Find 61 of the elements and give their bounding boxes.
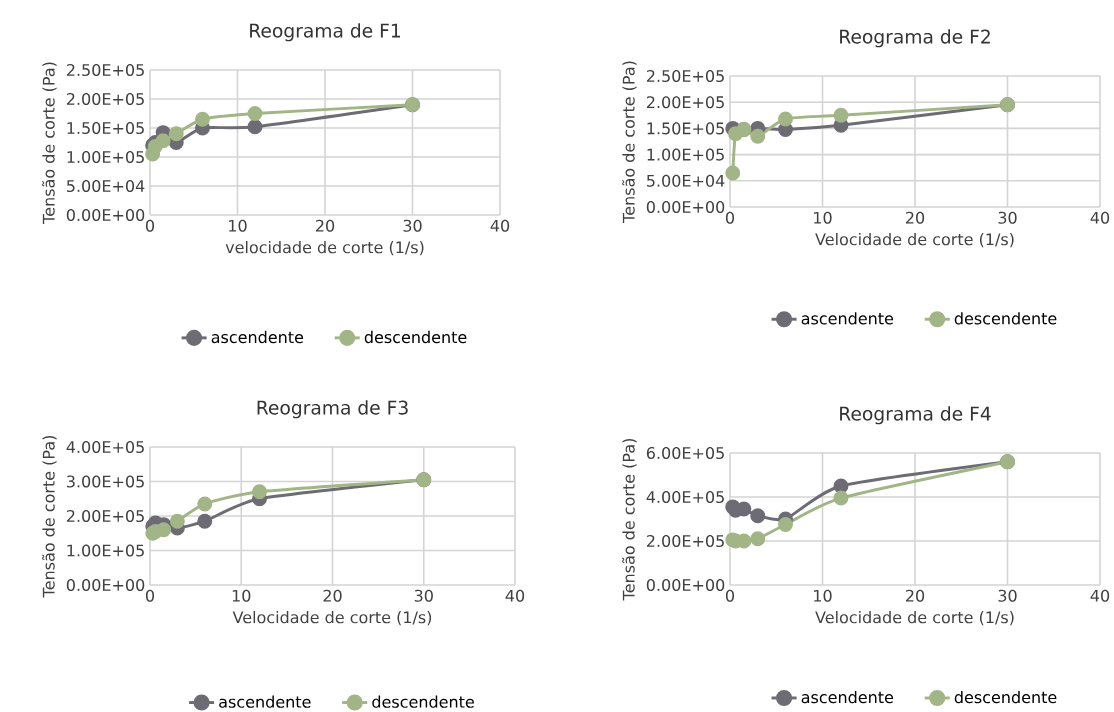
chart-title: Reograma de F1 <box>250 23 400 42</box>
x-tick-label: 20 <box>905 211 925 224</box>
x-axis-title: Velocidade de corte (1/s) <box>815 232 1014 248</box>
y-tick-label: 1.00E+05 <box>67 544 144 557</box>
y-tick-label: 1.00E+05 <box>647 148 724 161</box>
y-axis-title: Tensão de corte (Pa) <box>622 438 637 601</box>
y-tick-label: 0.00E+00 <box>646 200 725 214</box>
y-tick-label: 1.00E+05 <box>67 150 144 164</box>
y-tick-label: 1.50E+05 <box>647 122 724 135</box>
y-tick-label: 1.50E+05 <box>67 121 144 135</box>
legend-label: descendente <box>954 312 1057 325</box>
legend-label: descendente <box>954 690 1057 704</box>
x-tick-label: 10 <box>232 589 251 602</box>
x-axis-title: Velocidade de corte (1/s) <box>232 610 432 626</box>
chart-title: Reograma de F2 <box>840 29 990 48</box>
x-tick-label: 20 <box>323 589 342 602</box>
chart-title: Reograma de F4 <box>840 406 991 425</box>
legend-label: ascendente <box>219 695 311 708</box>
x-tick-label: 0 <box>725 211 735 224</box>
y-tick-label: 3.00E+05 <box>67 475 144 488</box>
x-tick-label: 10 <box>814 211 832 224</box>
y-tick-label: 6.00E+05 <box>646 446 724 460</box>
y-tick-label: 2.00E+05 <box>66 92 144 106</box>
y-tick-label: 2.00E+05 <box>646 96 724 109</box>
x-tick-label: 10 <box>229 219 247 232</box>
x-tick-label: 40 <box>1090 589 1110 602</box>
y-axis-title: Tensão de corte (Pa) <box>42 435 57 598</box>
y-axis-title: Tensão de corte (Pa) <box>42 62 57 224</box>
x-tick-label: 20 <box>316 219 335 232</box>
x-tick-label: 40 <box>1090 211 1110 224</box>
x-tick-label: 40 <box>490 219 510 232</box>
x-tick-label: 30 <box>403 219 422 232</box>
x-tick-label: 40 <box>505 589 525 602</box>
y-tick-label: 0.00E+00 <box>66 208 145 222</box>
legend-label: descendente <box>364 330 467 344</box>
y-tick-label: 5.00E+04 <box>647 174 725 187</box>
y-tick-label: 2.00E+05 <box>646 534 724 548</box>
y-tick-label: 2.00E+05 <box>66 509 144 523</box>
legend-label: ascendente <box>801 312 894 325</box>
y-tick-label: 2.50E+05 <box>646 69 724 83</box>
legend-label: descendente <box>372 695 474 708</box>
x-tick-label: 20 <box>905 589 925 602</box>
x-axis-title: Velocidade de corte (1/s) <box>815 610 1014 626</box>
legend-label: ascendente <box>211 330 304 344</box>
y-axis-title: Tensão de corte (Pa) <box>622 61 637 223</box>
x-axis-title: velocidade de corte (1/s) <box>225 240 424 256</box>
x-tick-label: 30 <box>998 589 1017 602</box>
y-tick-label: 5.00E+04 <box>67 179 145 193</box>
x-tick-label: 30 <box>998 211 1017 224</box>
x-tick-label: 0 <box>725 589 735 602</box>
x-tick-label: 0 <box>145 589 155 602</box>
legend-label: ascendente <box>801 690 894 704</box>
x-tick-label: 0 <box>145 219 155 232</box>
y-tick-label: 0.00E+00 <box>66 578 145 592</box>
x-tick-label: 10 <box>814 589 832 602</box>
y-tick-label: 4.00E+05 <box>646 490 724 504</box>
y-tick-label: 0.00E+00 <box>646 578 725 592</box>
chart-title: Reograma de F3 <box>257 400 408 419</box>
y-tick-label: 4.00E+05 <box>66 440 144 454</box>
x-tick-label: 30 <box>414 589 433 602</box>
y-tick-label: 2.50E+05 <box>66 63 144 77</box>
